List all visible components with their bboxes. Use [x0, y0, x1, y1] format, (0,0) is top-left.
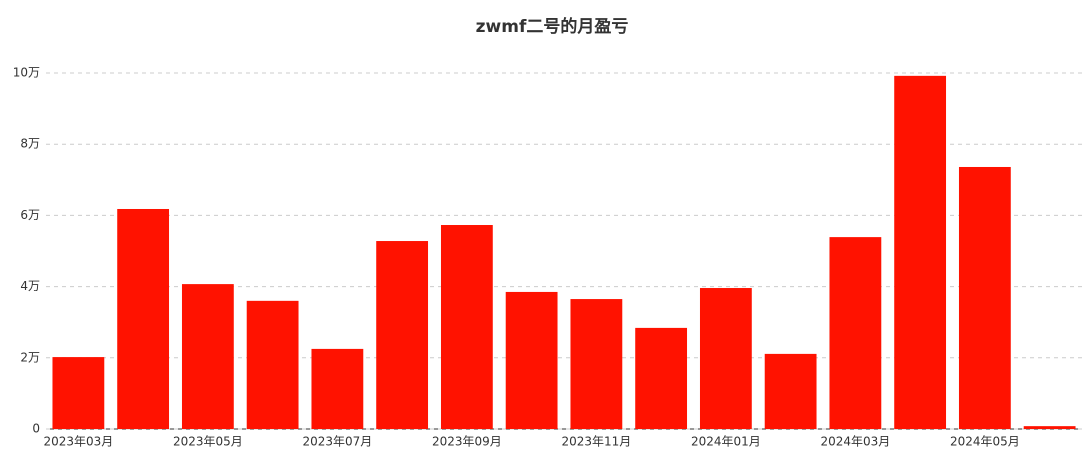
x-tick-label: 2023年09月 [432, 435, 502, 449]
bar [894, 75, 947, 430]
x-tick-label: 2024年01月 [691, 435, 761, 449]
bar [1023, 426, 1076, 429]
y-tick-label: 6万 [20, 208, 40, 222]
x-tick-label: 2024年03月 [820, 435, 890, 449]
chart-title: zwmf二号的月盈亏 [476, 16, 629, 37]
y-tick-label: 8万 [20, 137, 40, 151]
bar [699, 288, 752, 429]
bar [958, 166, 1011, 429]
x-tick-label: 2023年07月 [302, 435, 372, 449]
bar [311, 348, 364, 429]
bar [570, 299, 623, 429]
y-tick-label: 0 [32, 422, 40, 436]
y-tick-label: 4万 [20, 279, 40, 293]
bar [505, 291, 558, 429]
x-tick-label: 2023年03月 [43, 435, 113, 449]
bar [376, 241, 429, 429]
bar [246, 300, 299, 429]
x-tick-label: 2023年05月 [173, 435, 243, 449]
bar [635, 327, 688, 429]
y-tick-label: 2万 [20, 350, 40, 364]
bar [440, 225, 493, 429]
bar [764, 353, 817, 429]
x-tick-label: 2024年05月 [950, 435, 1020, 449]
bar [117, 208, 170, 429]
x-tick-label: 2023年11月 [561, 435, 631, 449]
y-tick-label: 10万 [13, 66, 40, 80]
bar [829, 237, 882, 429]
bar [181, 284, 234, 429]
bar [52, 357, 105, 429]
